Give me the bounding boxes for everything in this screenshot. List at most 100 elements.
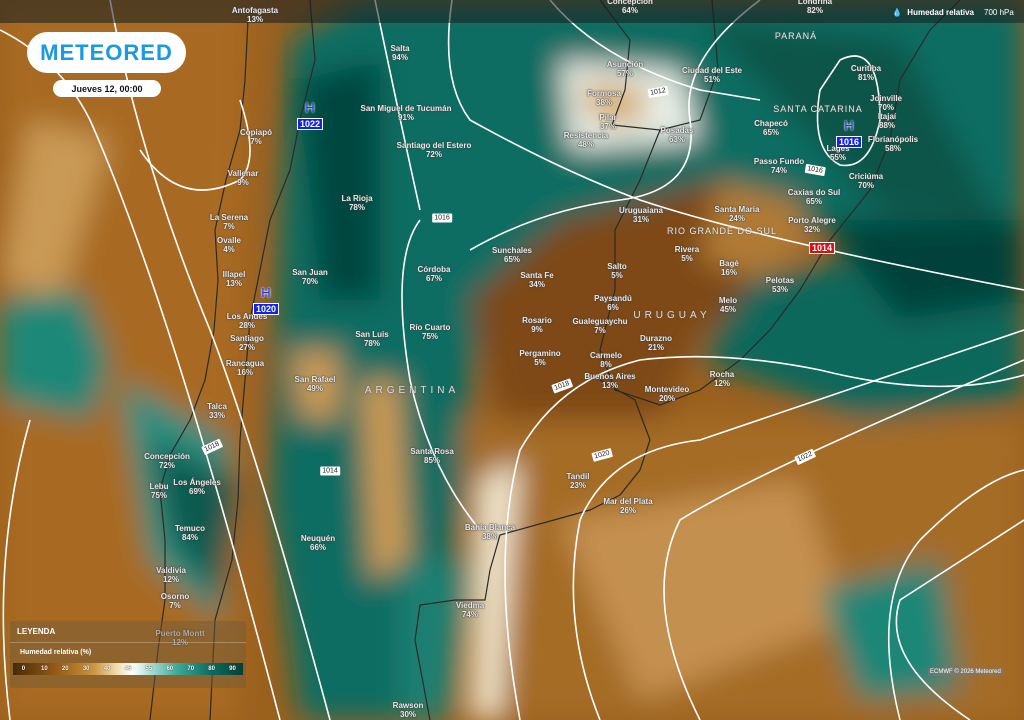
city-label[interactable]: Mar del Plata 26% (603, 497, 652, 515)
city-label[interactable]: Caxias do Sul 65% (788, 188, 840, 206)
city-label[interactable]: Buenos Aires 13% (584, 372, 635, 390)
city-label[interactable]: Salto 5% (607, 262, 627, 280)
high-pressure-center[interactable]: H 1022 (296, 101, 324, 132)
layer-indicator[interactable]: 💧 Humedad relativa 700 hPa (892, 8, 1013, 17)
city-label[interactable]: Ciudad del Este 51% (682, 66, 742, 84)
city-label[interactable]: Santa Rosa 85% (410, 447, 454, 465)
city-label[interactable]: Joinville 70% (870, 94, 902, 112)
city-label[interactable]: Santa Fe 34% (520, 271, 553, 289)
city-humidity: 67% (425, 274, 443, 283)
city-label[interactable]: Resistencia 48% (564, 131, 608, 149)
city-name: Santiago (230, 334, 264, 343)
city-label[interactable]: Los Andes 28% (227, 312, 268, 330)
city-label[interactable]: Montevideo 20% (645, 385, 689, 403)
city-humidity: 16% (236, 368, 254, 377)
city-humidity: 5% (611, 271, 623, 280)
city-label[interactable]: Rosario 9% (522, 316, 552, 334)
city-label[interactable]: Durazno 21% (640, 334, 672, 352)
city-label[interactable]: Lages 55% (826, 144, 849, 162)
city-label[interactable]: Uruguaiana 31% (619, 206, 663, 224)
city-label[interactable]: Pelotas 53% (766, 276, 794, 294)
city-label[interactable]: Santiago 27% (230, 334, 264, 352)
city-label[interactable]: Criciúma 70% (849, 172, 883, 190)
city-label[interactable]: La Rioja 78% (341, 194, 372, 212)
city-label[interactable]: Carmelo 8% (590, 351, 622, 369)
city-label[interactable]: Curitiba 81% (851, 64, 881, 82)
city-humidity: 45% (719, 305, 737, 314)
city-label[interactable]: Posadas 63% (661, 126, 694, 144)
city-label[interactable]: Asunción 57% (607, 60, 643, 78)
city-label[interactable]: Pergamino 5% (519, 349, 560, 367)
high-pressure-center[interactable]: H 1020 (252, 286, 280, 317)
legend-tick: 20 (61, 666, 69, 672)
city-label[interactable]: Antofagasta 13% (232, 6, 278, 24)
high-pressure-center[interactable]: H 1016 (835, 119, 863, 150)
city-label[interactable]: Neuquén 66% (301, 534, 335, 552)
city-label[interactable]: Rancagua 16% (226, 359, 264, 377)
city-label[interactable]: Santiago del Estero 72% (397, 141, 472, 159)
city-name: Los Andes (226, 312, 268, 321)
city-humidity: 12% (713, 379, 731, 388)
city-name: Neuquén (300, 534, 336, 543)
city-label[interactable]: Gualeguaychu 7% (572, 317, 627, 335)
city-label[interactable]: Rawson 30% (393, 701, 424, 719)
city-label[interactable]: San Rafael 49% (295, 375, 336, 393)
city-label[interactable]: Río Cuarto 75% (410, 323, 451, 341)
low-pressure-center[interactable]: 1014 (808, 238, 836, 256)
city-label[interactable]: San Juan 70% (292, 268, 328, 286)
city-label[interactable]: Melo 45% (719, 296, 737, 314)
city-label[interactable]: Santa Maria 24% (715, 205, 760, 223)
city-label[interactable]: Los Ángeles 69% (173, 478, 221, 496)
city-label[interactable]: Valdivia 12% (156, 566, 186, 584)
city-label[interactable]: Ovalle 4% (217, 236, 241, 254)
pressure-value: 1022 (296, 118, 324, 130)
city-label[interactable]: Sunchales 65% (492, 246, 532, 264)
city-label[interactable]: Pilar 37% (599, 113, 616, 131)
city-label[interactable]: Copiapó 7% (240, 128, 272, 146)
city-label[interactable]: San Miguel de Tucumán 91% (361, 104, 452, 122)
pressure-level[interactable]: 700 hPa (984, 8, 1014, 17)
city-label[interactable]: Vallenar 9% (228, 169, 259, 187)
city-label[interactable]: Córdoba 67% (418, 265, 451, 283)
city-name: San Miguel de Tucumán (360, 104, 452, 113)
legend-tick: 10 (41, 666, 48, 672)
city-label[interactable]: Chapecó 65% (754, 119, 788, 137)
city-label[interactable]: Tandil 23% (567, 472, 590, 490)
city-label[interactable]: Talca 33% (207, 402, 227, 420)
forecast-datetime[interactable]: Jueves 12, 00:00 (53, 80, 161, 97)
city-label[interactable]: Osorno 7% (161, 592, 189, 610)
isobar-label: 1016 (432, 213, 452, 223)
city-label[interactable]: La Serena 7% (210, 213, 248, 231)
city-label[interactable]: Viedma 74% (456, 601, 484, 619)
city-humidity: 72% (425, 150, 442, 159)
city-label[interactable]: San Luis 78% (355, 330, 388, 348)
city-label[interactable]: Lebu 75% (149, 482, 168, 500)
meteored-logo[interactable]: METEORED (27, 32, 186, 73)
city-name: Osorno (160, 592, 190, 601)
city-humidity: 4% (223, 245, 235, 254)
city-label[interactable]: Rocha 12% (710, 370, 734, 388)
city-label[interactable]: Paysandú 6% (594, 294, 632, 312)
city-humidity: 65% (503, 255, 521, 264)
city-label[interactable]: Florianópolis 58% (868, 135, 918, 153)
city-label[interactable]: Londrina 82% (798, 0, 832, 15)
region-label: ARGENTINA (364, 385, 460, 396)
city-humidity: 23% (569, 481, 586, 490)
city-label[interactable]: Illapel 13% (223, 270, 246, 288)
city-label[interactable]: Formosa 38% (587, 89, 621, 107)
city-label[interactable]: Puerto Montt 12% (155, 629, 204, 647)
pressure-value: 1016 (835, 136, 863, 148)
city-label[interactable]: Salta 94% (390, 44, 409, 62)
city-humidity: 9% (237, 178, 249, 187)
city-label[interactable]: Concepción 72% (144, 452, 190, 470)
city-name: Talca (207, 402, 227, 411)
city-label[interactable]: Temuco 84% (175, 524, 205, 542)
city-label[interactable]: Bahía Blanca 38% (465, 523, 515, 541)
city-label[interactable]: Itajaí 88% (878, 112, 896, 130)
city-label[interactable]: Porto Alegre 32% (788, 216, 836, 234)
city-label[interactable]: Bagé 16% (719, 259, 739, 277)
city-label[interactable]: Concepción 64% (607, 0, 653, 15)
city-label[interactable]: Rivera 5% (675, 245, 699, 263)
city-label[interactable]: Passo Fundo 74% (754, 157, 804, 175)
